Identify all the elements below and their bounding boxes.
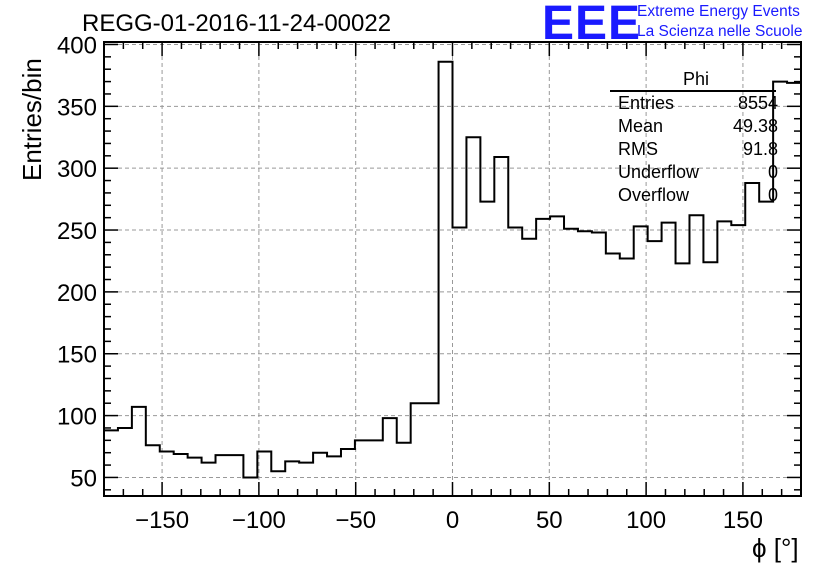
- x-tick-label: −50: [335, 507, 376, 534]
- y-tick-label: 250: [57, 218, 97, 245]
- stats-value: 49.38: [732, 116, 778, 136]
- logo-line-1: Extreme Energy Events: [637, 3, 800, 20]
- stats-row-underflow: Underflow 0: [610, 161, 778, 184]
- x-tick-labels: −150 −100 −50 0 50 100 150: [135, 507, 763, 534]
- eee-logo: EEE: [542, 0, 642, 50]
- stats-row-rms: RMS 91.8: [610, 138, 778, 161]
- x-tick-label: 50: [536, 507, 563, 534]
- stats-value: 8554: [737, 93, 778, 113]
- x-axis-label: ϕ [°]: [752, 533, 799, 563]
- stats-key: Underflow: [618, 162, 700, 182]
- y-tick-label: 300: [57, 156, 97, 183]
- stats-value: 91.8: [742, 139, 778, 159]
- logo-line-2: La Scienza nelle Scuole: [637, 23, 803, 40]
- stats-row-overflow: Overflow 0: [610, 184, 778, 207]
- y-tick-label: 100: [57, 404, 97, 431]
- y-tick-label: 200: [57, 280, 97, 307]
- stats-key: Mean: [618, 116, 664, 136]
- y-tick-labels: 50 100 150 200 250 300 350 400: [57, 32, 97, 492]
- stats-key: Entries: [618, 93, 675, 113]
- stats-row-entries: Entries 8554: [610, 92, 778, 115]
- eee-logo-text: Extreme Energy Events La Scienza nelle S…: [637, 2, 802, 42]
- x-tick-label: −150: [135, 507, 189, 534]
- x-tick-label: 150: [723, 507, 763, 534]
- stats-key: Overflow: [618, 185, 690, 205]
- x-tick-label: 100: [626, 507, 666, 534]
- axis-ticks: [103, 42, 802, 496]
- y-axis-label: Entries/bin: [17, 58, 47, 181]
- y-tick-label: 150: [57, 342, 97, 369]
- chart-title: REGG-01-2016-11-24-00022: [82, 10, 392, 37]
- y-tick-label: 50: [70, 465, 97, 492]
- y-tick-label: 400: [57, 32, 97, 59]
- stats-box: Phi Entries 8554 Mean 49.38 RMS 91.8 Und…: [610, 68, 778, 207]
- stats-value: 0: [767, 162, 778, 182]
- stats-row-mean: Mean 49.38: [610, 115, 778, 138]
- stats-value: 0: [767, 185, 778, 205]
- stats-key: RMS: [618, 139, 658, 159]
- stats-box-divider: [610, 90, 776, 92]
- stats-box-name: Phi: [682, 69, 709, 89]
- x-tick-label: 0: [446, 507, 459, 534]
- grid-lines: [104, 42, 801, 496]
- x-tick-label: −100: [232, 507, 286, 534]
- histogram-line: [104, 60, 801, 479]
- y-tick-label: 350: [57, 94, 97, 121]
